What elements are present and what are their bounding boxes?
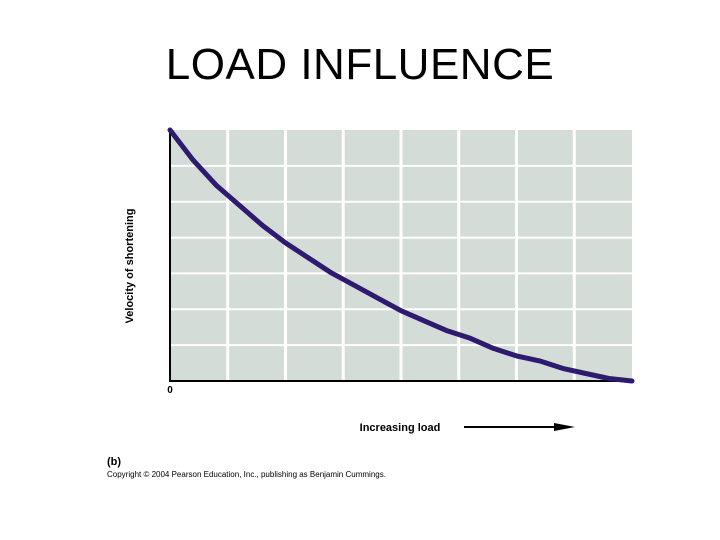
series-line bbox=[167, 127, 635, 384]
slide-title: LOAD INFLUENCE bbox=[165, 40, 555, 89]
figure-label: (b) bbox=[107, 456, 122, 468]
arrow-right-icon bbox=[554, 423, 575, 431]
x-axis-label: Increasing load bbox=[360, 422, 441, 434]
y-axis-label: Velocity of shortening bbox=[124, 209, 136, 324]
origin-tick-label: 0 bbox=[167, 385, 173, 396]
copyright-notice: Copyright © 2004 Pearson Education, Inc.… bbox=[107, 470, 386, 479]
